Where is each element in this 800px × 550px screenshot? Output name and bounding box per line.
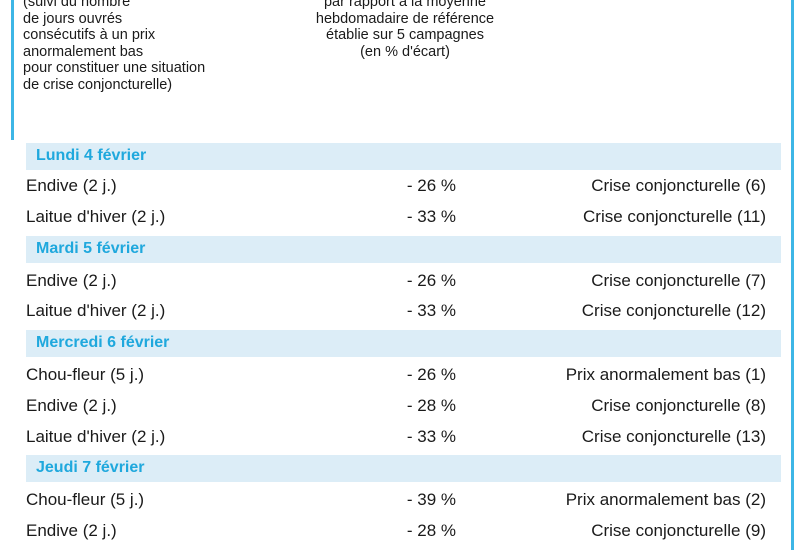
table-row: Laitue d'hiver (2 j.) - 33 % Crise conjo…: [26, 203, 781, 230]
percent-cell: - 26 %: [406, 176, 456, 195]
table-row: Endive (2 j.) - 28 % Crise conjoncturell…: [26, 392, 781, 419]
product-cell: Endive (2 j.): [26, 396, 117, 415]
day-header-tuesday: Mardi 5 février: [26, 236, 781, 263]
table-row: Endive (2 j.) - 28 % Crise conjoncturell…: [26, 517, 781, 544]
percent-cell: - 26 %: [406, 365, 456, 384]
status-cell: Prix anormalement bas (1): [565, 365, 766, 384]
percent-cell: - 26 %: [406, 271, 456, 290]
percent-cell: - 33 %: [406, 301, 456, 320]
product-cell: Laitue d'hiver (2 j.): [26, 301, 166, 320]
day-label: Mercredi 6 février: [36, 334, 170, 351]
left-frame-line: [11, 0, 14, 140]
day-label: Mardi 5 février: [36, 240, 146, 257]
header-left-line: (suivi du nombre: [23, 0, 131, 10]
percent-cell: - 33 %: [406, 207, 456, 226]
day-label: Jeudi 7 février: [36, 459, 145, 476]
percent-cell: - 33 %: [406, 427, 456, 446]
table-row: Laitue d'hiver (2 j.) - 33 % Crise conjo…: [26, 297, 781, 324]
status-cell: Prix anormalement bas (2): [565, 490, 766, 509]
table-row: Laitue d'hiver (2 j.) - 33 % Crise conjo…: [26, 423, 781, 450]
day-label: Lundi 4 février: [36, 147, 147, 164]
table-row: Endive (2 j.) - 26 % Crise conjoncturell…: [26, 172, 781, 199]
table-row: Chou-fleur (5 j.) - 26 % Prix anormaleme…: [26, 361, 781, 388]
header-left-line: anormalement bas: [23, 43, 144, 60]
status-cell: Crise conjoncturelle (8): [591, 396, 766, 415]
status-cell: Crise conjoncturelle (11): [583, 207, 766, 226]
percent-cell: - 28 %: [406, 521, 456, 540]
header-left-line: consécutifs à un prix: [23, 27, 156, 43]
status-cell: Crise conjoncturelle (6): [591, 176, 766, 195]
status-cell: Crise conjoncturelle (9): [591, 521, 766, 540]
header-middle-line: (en % d'écart): [360, 43, 450, 60]
right-frame-line: [791, 0, 794, 550]
header-left-line: de crise conjoncturelle): [23, 76, 173, 93]
day-header-thursday: Jeudi 7 février: [26, 455, 781, 482]
day-header-monday: Lundi 4 février: [26, 143, 781, 170]
percent-cell: - 28 %: [406, 396, 456, 415]
header-left-column: (suivi du nombre de jours ouvrés consécu…: [23, 0, 263, 93]
product-cell: Laitue d'hiver (2 j.): [26, 427, 166, 446]
status-cell: Crise conjoncturelle (7): [591, 271, 766, 290]
day-header-wednesday: Mercredi 6 février: [26, 330, 781, 357]
product-cell: Endive (2 j.): [26, 271, 117, 290]
product-cell: Chou-fleur (5 j.): [26, 490, 145, 509]
table-row: Chou-fleur (5 j.) - 39 % Prix anormaleme…: [26, 486, 781, 513]
header-middle-column: par rapport à la moyenne hebdomadaire de…: [280, 0, 530, 60]
header-left-line: pour constituer une situation: [23, 60, 206, 76]
header-middle-line: hebdomadaire de référence: [315, 10, 495, 27]
header-middle-line: par rapport à la moyenne: [323, 0, 486, 10]
product-cell: Endive (2 j.): [26, 176, 117, 195]
header-left-line: de jours ouvrés: [23, 10, 123, 27]
product-cell: Chou-fleur (5 j.): [26, 365, 145, 384]
table-row: Endive (2 j.) - 26 % Crise conjoncturell…: [26, 267, 781, 294]
status-cell: Crise conjoncturelle (13): [581, 427, 766, 446]
percent-cell: - 39 %: [406, 490, 456, 509]
product-cell: Laitue d'hiver (2 j.): [26, 207, 166, 226]
header-middle-line: établie sur 5 campagnes: [326, 27, 484, 43]
status-cell: Crise conjoncturelle (12): [581, 301, 766, 320]
product-cell: Endive (2 j.): [26, 521, 117, 540]
